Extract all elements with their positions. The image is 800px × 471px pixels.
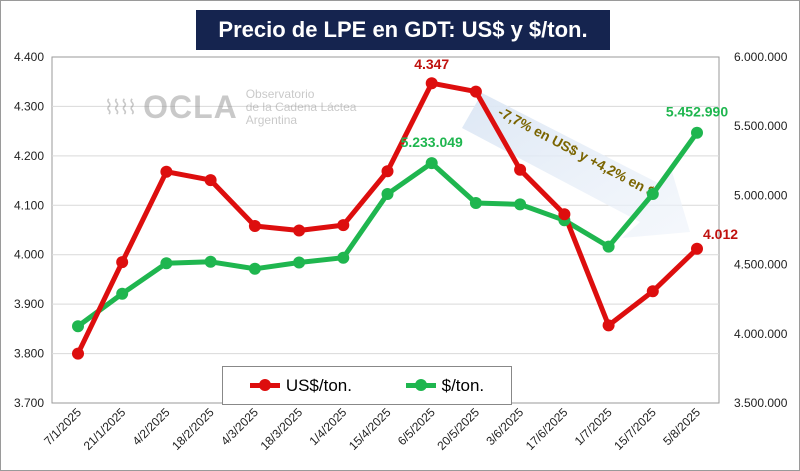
- data-point-ars: [204, 255, 217, 268]
- right-axis-ticks: 3.500.000 4.000.000 4.500.000 5.000.000 5.50…: [734, 50, 788, 410]
- x-tick-label: 7/1/2025: [41, 405, 84, 448]
- left-tick-label: 3.700: [14, 396, 44, 410]
- watermark-text: Observatorio de la Cadena Láctea Argenti…: [245, 87, 357, 127]
- data-point-usd: [691, 242, 703, 255]
- legend-label-ars: $/ton.: [441, 375, 485, 395]
- data-point-usd: [116, 256, 129, 269]
- trend-arrow: [462, 93, 690, 238]
- x-tick-label: 4/2/2025: [130, 405, 173, 448]
- x-tick-label: 15/4/2025: [346, 405, 394, 453]
- data-point-ars: [646, 188, 659, 200]
- data-point-ars: [337, 251, 350, 264]
- x-tick-label: 17/6/2025: [523, 405, 571, 453]
- ocla-watermark: ⌇⌇⌇⌇ OCLA Observatorio de la Cadena Láct…: [104, 88, 356, 127]
- chart-title: Precio de LPE en GDT: US$ y $/ton.: [196, 10, 610, 50]
- data-point-usd: [469, 85, 482, 98]
- x-tick-label: 6/5/2025: [395, 405, 438, 448]
- x-tick-label: 1/4/2025: [306, 405, 349, 448]
- right-tick-label: 3.500.000: [734, 396, 788, 410]
- right-tick-label: 5.000.000: [734, 188, 788, 202]
- data-point-usd: [204, 174, 217, 187]
- x-tick-label: 21/1/2025: [81, 405, 129, 453]
- left-tick-label: 4.400: [14, 50, 44, 64]
- data-labels: 4.347 4.012 5.233.049 5.452.990: [401, 56, 739, 242]
- data-point-usd: [425, 77, 438, 90]
- x-tick-label: 1/7/2025: [572, 405, 615, 448]
- x-tick-label: 5/8/2025: [660, 405, 703, 448]
- left-tick-label: 4.100: [14, 198, 44, 212]
- data-point-usd: [337, 219, 350, 232]
- data-label: 4.012: [703, 226, 738, 242]
- left-tick-label: 3.800: [14, 347, 44, 361]
- data-point-ars: [248, 262, 261, 275]
- data-point-ars: [293, 256, 306, 269]
- data-label: 5.233.049: [401, 134, 463, 150]
- data-point-usd: [558, 208, 571, 221]
- data-point-usd: [248, 220, 261, 232]
- data-point-ars: [116, 287, 129, 300]
- x-tick-label: 4/3/2025: [218, 405, 261, 448]
- watermark-brand: OCLA: [143, 89, 238, 125]
- data-point-usd: [514, 163, 527, 176]
- data-point-ars: [72, 320, 84, 333]
- right-tick-label: 6.000.000: [734, 50, 788, 64]
- data-point-ars: [602, 240, 615, 253]
- data-point-ars: [425, 157, 438, 170]
- data-point-ars: [160, 257, 173, 270]
- x-tick-label: 15/7/2025: [611, 405, 659, 453]
- data-label: 5.452.990: [666, 104, 728, 120]
- data-point-ars: [381, 188, 394, 200]
- wave-logo-icon: ⌇⌇⌇⌇: [104, 97, 137, 119]
- x-tick-label: 3/6/2025: [483, 405, 526, 448]
- legend-label-usd: US$/ton.: [285, 375, 352, 395]
- left-tick-label: 4.000: [14, 248, 44, 262]
- data-point-usd: [646, 285, 659, 298]
- series-points: [72, 77, 703, 360]
- data-point-usd: [72, 347, 84, 360]
- right-tick-label: 4.500.000: [734, 258, 788, 272]
- left-tick-label: 3.900: [14, 297, 44, 311]
- legend: US$/ton. $/ton.: [222, 366, 512, 405]
- gridlines: [52, 105, 719, 355]
- data-point-usd: [602, 319, 615, 332]
- data-label: 4.347: [414, 56, 449, 72]
- left-tick-label: 4.300: [14, 99, 44, 113]
- legend-swatch-ars: [405, 379, 436, 391]
- data-point-usd: [160, 165, 173, 178]
- x-tick-label: 18/2/2025: [169, 405, 217, 453]
- data-point-ars: [514, 198, 527, 211]
- right-tick-label: 4.000.000: [734, 327, 788, 341]
- data-point-ars: [469, 197, 482, 209]
- legend-item-ars: $/ton.: [405, 375, 485, 396]
- left-tick-label: 4.200: [14, 149, 44, 163]
- data-point-usd: [381, 165, 394, 178]
- legend-item-usd: US$/ton.: [249, 375, 352, 396]
- left-axis-ticks: 3.700 3.800 3.900 4.000 4.100 4.200 4.300 4.400: [14, 50, 44, 410]
- legend-swatch-usd: [249, 379, 280, 391]
- x-tick-label: 20/5/2025: [434, 405, 482, 453]
- data-point-ars: [691, 126, 703, 139]
- x-tick-label: 18/3/2025: [258, 405, 306, 453]
- data-point-usd: [293, 224, 306, 237]
- right-tick-label: 5.500.000: [734, 119, 788, 133]
